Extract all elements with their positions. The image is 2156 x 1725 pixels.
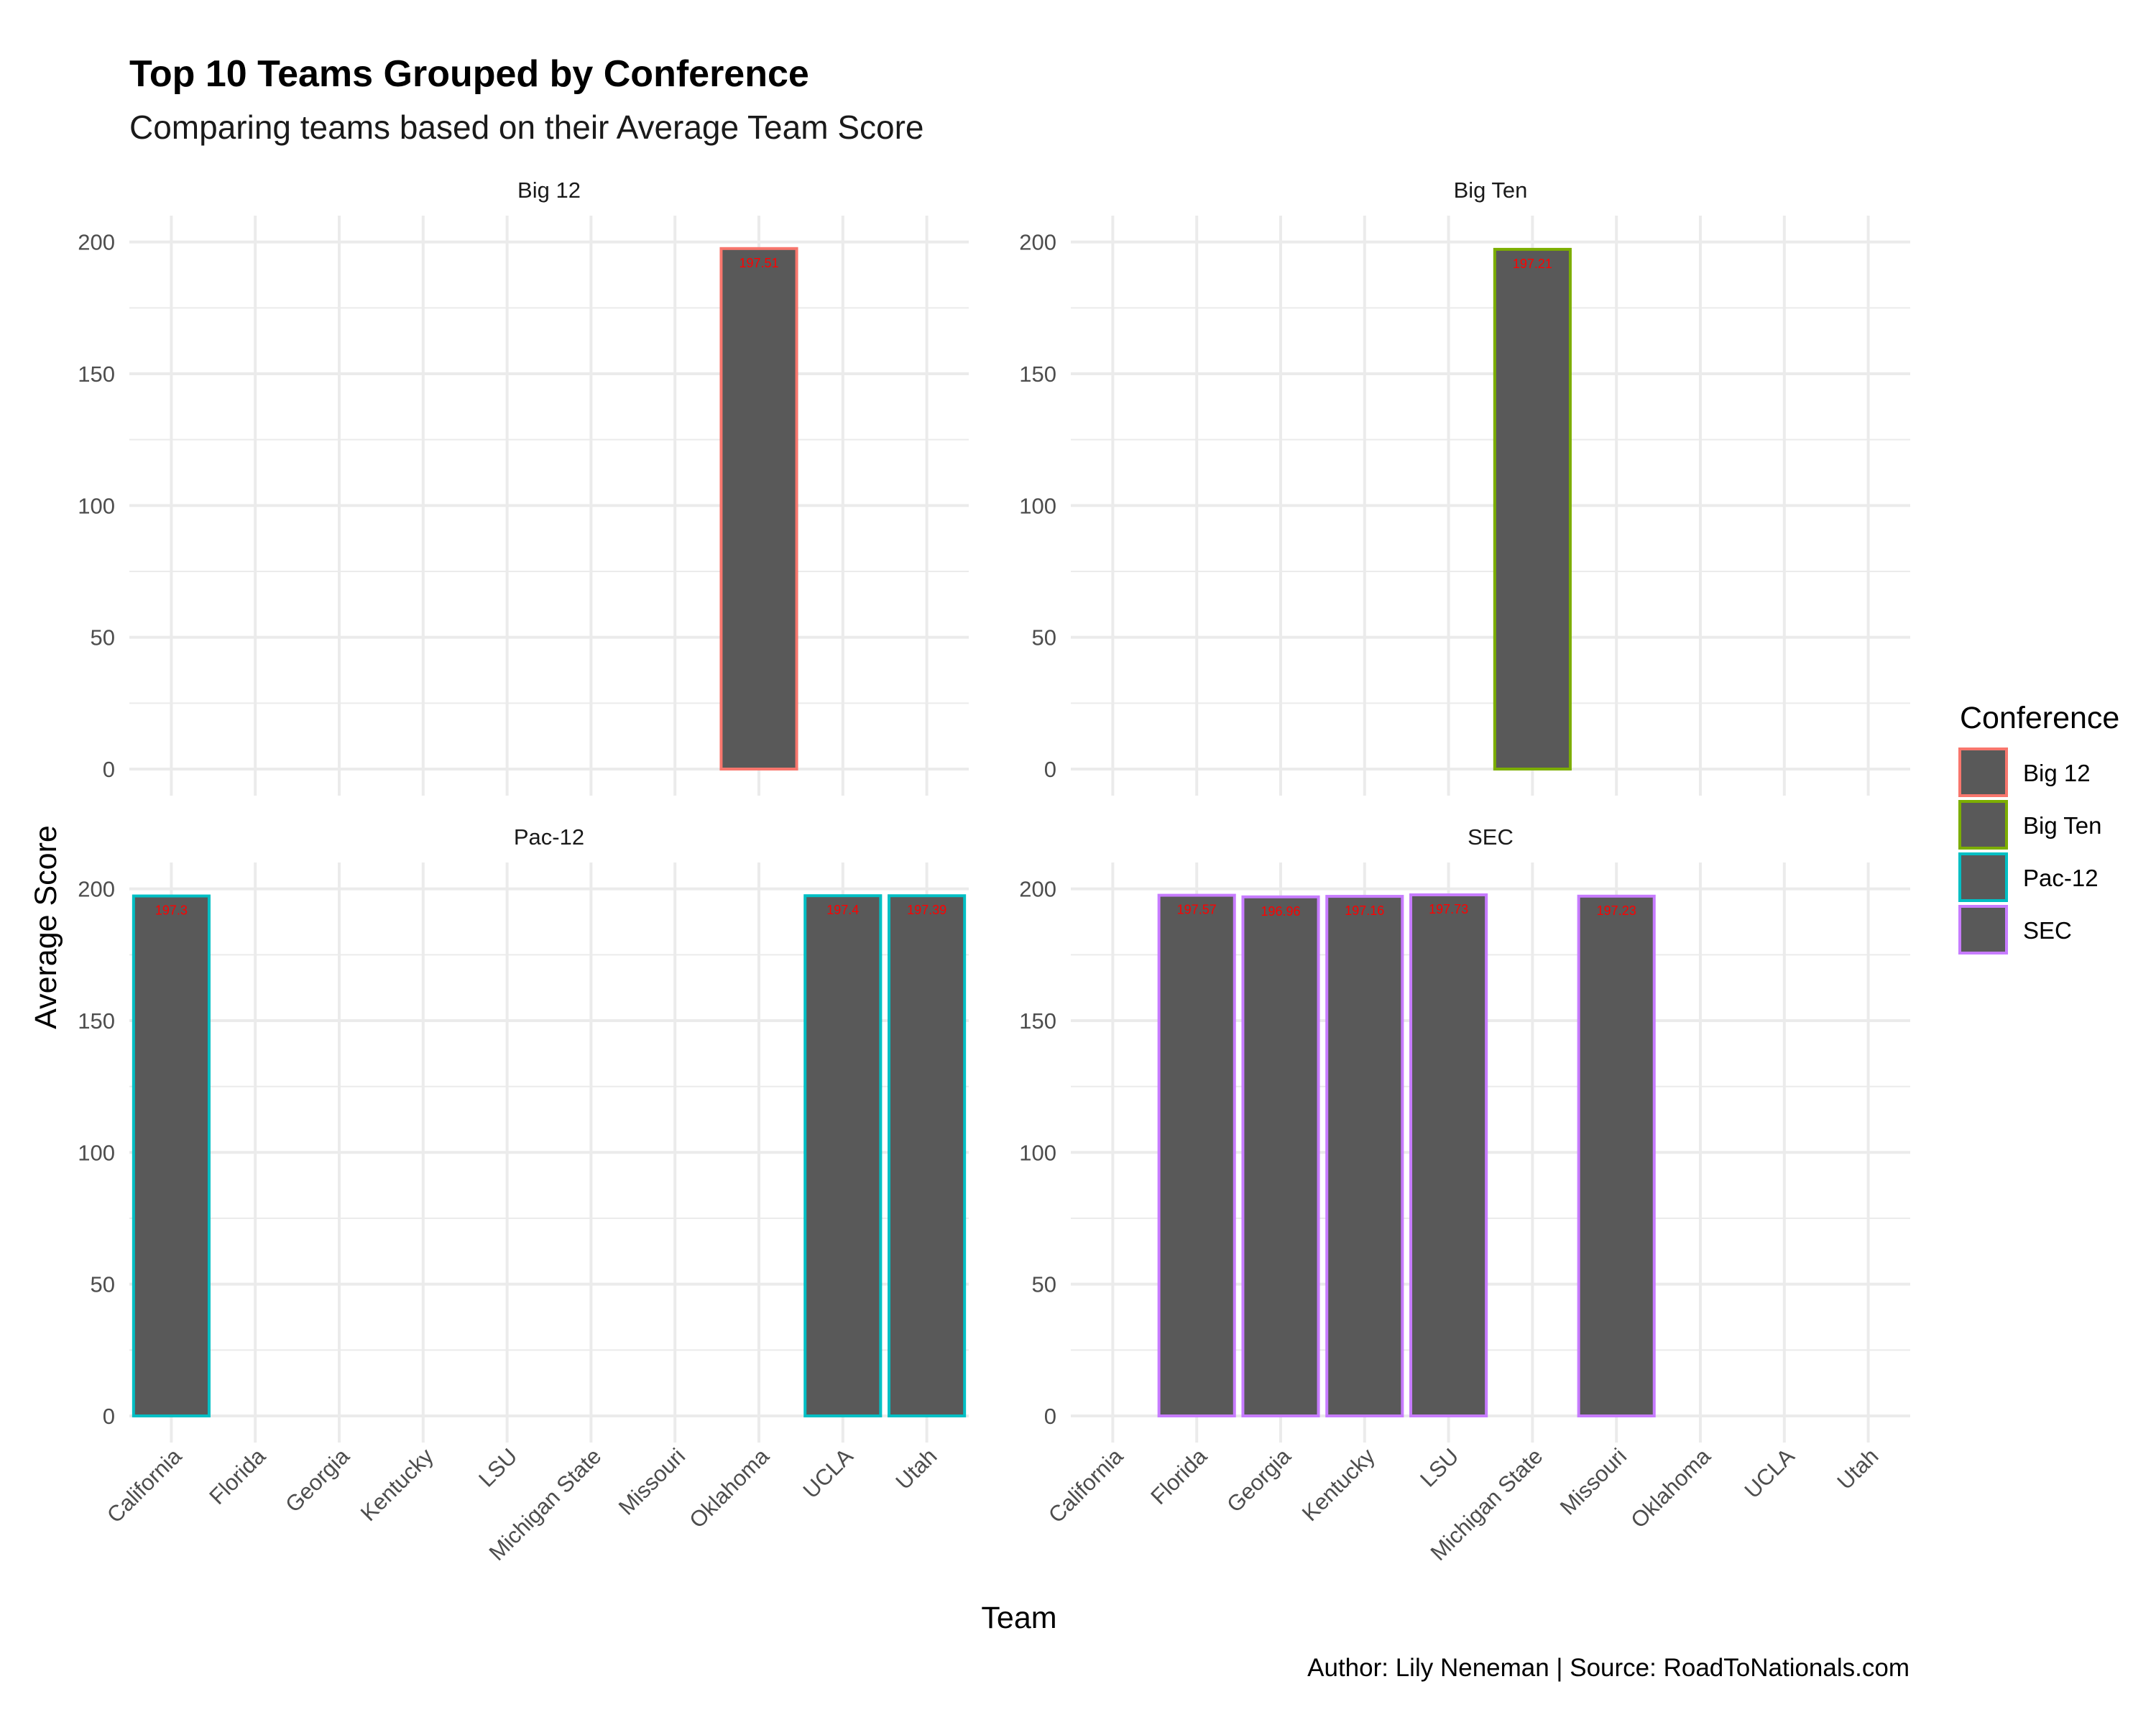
legend-title: Conference: [1960, 701, 2119, 735]
data-label-florida: 197.57: [1177, 903, 1217, 917]
x-tick-label: UCLA: [798, 1443, 858, 1503]
x-tick-label: UCLA: [1740, 1443, 1800, 1503]
x-tick-label: Missouri: [614, 1443, 690, 1519]
bar-missouri: [1577, 894, 1656, 1418]
y-tick-label: 100: [1019, 493, 1056, 518]
facet-panels: Big 12 0 50 100 150 200 197.51 Big Ten 0 50 100 150…: [78, 178, 1910, 1565]
bar-ucla: [803, 894, 883, 1417]
y-tick-label: 200: [78, 230, 115, 255]
y-tick-label: 100: [78, 493, 115, 518]
y-tick-label: 50: [91, 1272, 115, 1297]
x-tick-label: Oklahoma: [1626, 1443, 1715, 1533]
x-tick-label: California: [102, 1443, 187, 1528]
legend-label: Pac-12: [2023, 865, 2099, 891]
facet-title: SEC: [1468, 824, 1514, 850]
facet-title: Big 12: [517, 178, 581, 203]
y-tick-label: 50: [1032, 625, 1056, 650]
facet-pac-12: Pac-12 0 50 100 150 200 197.3 197.4 197.39 Califo…: [78, 824, 969, 1565]
y-axis-title: Average Score: [29, 825, 63, 1029]
legend-item-sec: SEC: [1958, 905, 2072, 954]
legend-item-big-ten: Big Ten: [1958, 800, 2101, 850]
x-tick-label: Georgia: [1222, 1443, 1296, 1517]
x-tick-label: Florida: [1146, 1443, 1212, 1509]
data-label-michigan-state: 197.21: [1513, 257, 1552, 271]
y-tick-label: 0: [1044, 1404, 1056, 1429]
facet-big-12: Big 12 0 50 100 150 200 197.51: [78, 178, 969, 796]
legend-key: [1958, 800, 2008, 850]
x-tick-label: Utah: [890, 1443, 941, 1494]
data-label-lsu: 197.73: [1429, 902, 1468, 916]
data-label-utah: 197.39: [907, 903, 946, 917]
x-tick-label: Oklahoma: [684, 1443, 774, 1533]
y-tick-label: 0: [103, 757, 115, 782]
legend-item-pac-12: Pac-12: [1958, 852, 2099, 902]
y-tick-label: 200: [1019, 877, 1056, 902]
bar-oklahoma: [719, 247, 798, 770]
x-tick-label: Kentucky: [1297, 1443, 1380, 1526]
x-tick-label: Kentucky: [356, 1443, 438, 1526]
data-label-oklahoma: 197.51: [739, 256, 778, 270]
legend-key: [1958, 852, 2008, 902]
legend-label: SEC: [2023, 917, 2072, 944]
bar-utah: [888, 894, 967, 1417]
y-tick-label: 150: [78, 1008, 115, 1034]
y-tick-label: 50: [1032, 1272, 1056, 1297]
facet-sec: SEC 0 50 100 150 200 197.57 196.96 197.16 197.73 1…: [1019, 824, 1910, 1565]
legend-key: [1958, 748, 2008, 797]
x-tick-label: LSU: [1415, 1443, 1463, 1491]
data-label-california: 197.3: [155, 903, 188, 918]
x-tick-label: California: [1044, 1443, 1128, 1528]
bar-kentucky: [1325, 895, 1404, 1417]
facet-title: Big Ten: [1454, 178, 1528, 203]
y-tick-label: 150: [78, 362, 115, 387]
y-tick-label: 50: [91, 625, 115, 650]
y-tick-label: 100: [1019, 1140, 1056, 1165]
bar-lsu: [1409, 893, 1488, 1417]
y-tick-label: 0: [103, 1404, 115, 1429]
y-tick-label: 200: [78, 877, 115, 902]
legend-label: Big 12: [2023, 760, 2091, 786]
chart-title: Top 10 Teams Grouped by Conference: [129, 53, 809, 95]
facet-big-ten: Big Ten 0 50 100 150 200 197.21: [1019, 178, 1910, 796]
x-tick-label: Georgia: [280, 1443, 354, 1517]
legend: Conference Big 12 Big Ten Pac-12 SEC: [1958, 701, 2119, 954]
legend-key: [1958, 905, 2008, 954]
legend-label: Big Ten: [2023, 812, 2101, 839]
x-tick-label: LSU: [474, 1443, 522, 1491]
chart-subtitle: Comparing teams based on their Average T…: [129, 109, 923, 146]
y-tick-label: 150: [1019, 362, 1056, 387]
bar-california: [132, 894, 211, 1417]
chart-caption: Author: Lily Neneman | Source: RoadToNat…: [1307, 1654, 1909, 1682]
y-tick-label: 150: [1019, 1008, 1056, 1034]
bar-florida: [1157, 893, 1236, 1417]
data-label-georgia: 196.96: [1261, 904, 1300, 919]
data-label-kentucky: 197.16: [1345, 903, 1384, 918]
y-tick-label: 200: [1019, 230, 1056, 255]
bar-michigan-state: [1493, 247, 1572, 770]
y-tick-label: 0: [1044, 757, 1056, 782]
facet-title: Pac-12: [514, 824, 584, 850]
legend-item-big-12: Big 12: [1958, 748, 2091, 797]
data-label-ucla: 197.4: [826, 903, 859, 917]
x-tick-label: Utah: [1832, 1443, 1883, 1494]
bar-georgia: [1241, 895, 1320, 1417]
y-tick-label: 100: [78, 1140, 115, 1165]
x-tick-label: Missouri: [1555, 1443, 1631, 1519]
x-axis-title: Team: [981, 1601, 1056, 1635]
data-label-missouri: 197.23: [1597, 903, 1636, 918]
x-tick-label: Florida: [204, 1443, 270, 1509]
